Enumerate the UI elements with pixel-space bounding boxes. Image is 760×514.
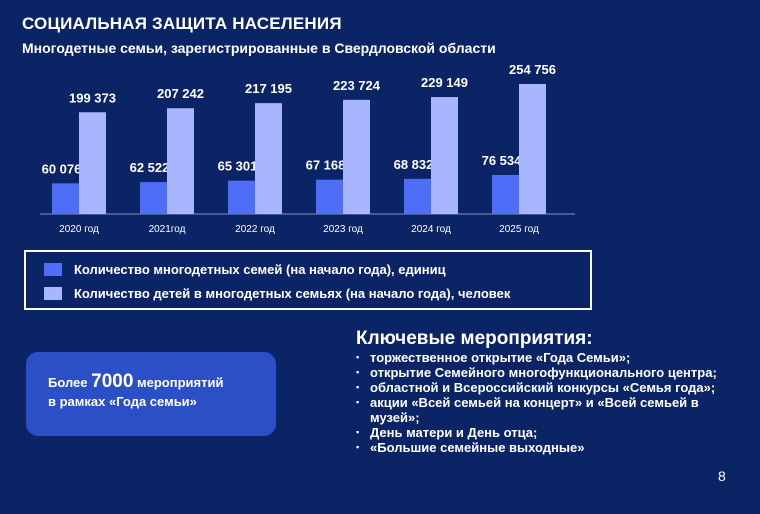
legend-swatch-children	[44, 287, 62, 300]
x-tick-label: 2024 год	[411, 224, 451, 235]
bar-children	[519, 84, 546, 214]
chart-legend: Количество многодетных семей (на начало …	[24, 250, 592, 310]
bar-children	[167, 108, 194, 214]
key-event-item: открытие Семейного многофункционального …	[356, 365, 726, 380]
chart-subtitle: Многодетные семьи, зарегистрированные в …	[22, 40, 496, 56]
events-count-text: Более 7000 мероприятий в рамках «Года се…	[48, 372, 223, 411]
data-label-families: 76 534	[482, 153, 523, 168]
bar-children	[79, 112, 106, 214]
bar-families	[404, 178, 431, 214]
key-event-item: День матери и День отца;	[356, 425, 726, 440]
data-label-families: 65 301	[218, 159, 258, 174]
data-label-children: 217 195	[245, 81, 292, 96]
key-event-item: областной и Всероссийский конкурсы «Семь…	[356, 380, 726, 395]
x-tick-label: 2023 год	[323, 224, 363, 235]
data-label-families: 67 168	[306, 158, 346, 173]
key-events-title: Ключевые мероприятия:	[356, 328, 593, 349]
x-tick-label: 2020 год	[59, 224, 99, 235]
bar-families	[140, 182, 167, 214]
legend-swatch-families	[44, 263, 62, 276]
bar-children	[255, 103, 282, 214]
events-count-line2: в рамках «Года семьи»	[48, 394, 197, 409]
x-tick-label: 2021год	[149, 224, 186, 235]
bar-families	[316, 179, 343, 214]
bar-children	[431, 97, 458, 214]
data-label-children: 254 756	[509, 62, 556, 77]
data-label-children: 223 724	[333, 78, 381, 93]
data-label-families: 68 832	[394, 157, 434, 172]
x-tick-label: 2022 год	[235, 224, 275, 235]
data-label-children: 199 373	[69, 90, 116, 105]
key-event-item: торжественное открытие «Года Семьи»;	[356, 350, 726, 365]
key-event-item: акции «Всей семьей на концерт» и «Всей с…	[356, 395, 726, 425]
bar-families	[228, 180, 255, 214]
data-label-families: 60 076	[42, 161, 82, 176]
bar-children	[343, 99, 370, 214]
legend-label-children: Количество детей в многодетных семьях (н…	[74, 286, 511, 301]
data-label-children: 229 149	[421, 75, 468, 90]
key-events-list: торжественное открытие «Года Семьи»; отк…	[356, 350, 726, 455]
legend-item-children: Количество детей в многодетных семьях (н…	[44, 286, 510, 301]
slide-title: СОЦИАЛЬНАЯ ЗАЩИТА НАСЕЛЕНИЯ	[22, 14, 342, 33]
key-event-item: «Большие семейные выходные»	[356, 440, 726, 455]
page-number: 8	[718, 468, 726, 484]
events-count-suffix: мероприятий	[133, 375, 224, 390]
events-count-number: 7000	[91, 371, 134, 392]
data-label-children: 207 242	[157, 86, 204, 101]
bar-families	[492, 174, 519, 214]
legend-label-families: Количество многодетных семей (на начало …	[74, 262, 446, 277]
legend-item-families: Количество многодетных семей (на начало …	[44, 262, 446, 277]
families-bar-chart: 60 076 199 373 2020 год 62 522 207 242 2021го…	[40, 62, 575, 235]
data-label-families: 62 522	[130, 160, 170, 175]
events-count-prefix: Более	[48, 375, 92, 390]
bar-families	[52, 183, 79, 214]
events-count-box: Более 7000 мероприятий в рамках «Года се…	[26, 352, 276, 436]
x-tick-label: 2025 год	[499, 224, 539, 235]
